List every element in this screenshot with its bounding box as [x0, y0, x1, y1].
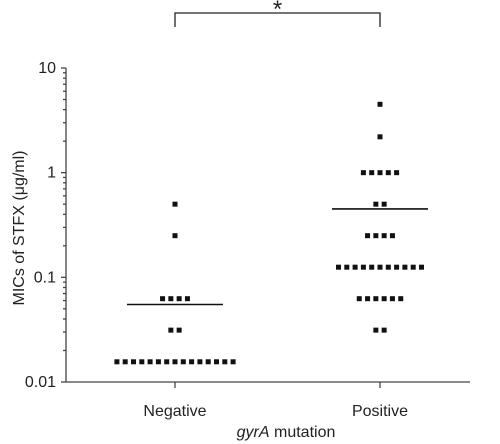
- data-point: [131, 359, 136, 365]
- points: [114, 101, 424, 365]
- data-point: [164, 359, 170, 365]
- data-point: [419, 264, 424, 270]
- data-point: [172, 359, 178, 365]
- data-point: [369, 264, 375, 270]
- data-point: [172, 201, 178, 207]
- data-point: [365, 233, 371, 239]
- data-point: [114, 359, 120, 365]
- data-point: [389, 296, 395, 302]
- data-point: [377, 170, 383, 176]
- data-point: [139, 359, 145, 365]
- data-point: [352, 264, 358, 270]
- data-point: [336, 264, 341, 270]
- data-point: [214, 359, 219, 365]
- data-point: [377, 264, 383, 270]
- data-point: [381, 296, 387, 302]
- data-point: [168, 296, 174, 302]
- data-point: [373, 327, 379, 333]
- data-point: [147, 359, 153, 365]
- y-tick-label: 0.01: [25, 374, 56, 391]
- data-point: [385, 264, 391, 270]
- x-tick-label: Positive: [352, 403, 408, 420]
- data-point: [356, 296, 362, 302]
- data-point: [381, 327, 387, 333]
- data-point: [222, 359, 228, 365]
- data-point: [369, 170, 375, 176]
- data-point: [373, 201, 379, 207]
- data-point: [394, 264, 400, 270]
- x-axis-title-rest: mutation: [270, 424, 336, 441]
- data-point: [176, 296, 182, 302]
- data-point: [365, 296, 371, 302]
- data-point: [155, 359, 161, 365]
- data-point: [360, 170, 366, 176]
- data-point: [373, 233, 379, 239]
- data-point: [381, 201, 387, 207]
- significance-bracket: *: [174, 0, 381, 27]
- x-axis-title: gyrA mutation: [237, 424, 336, 441]
- data-point: [205, 359, 211, 365]
- data-point: [168, 327, 174, 333]
- data-point: [189, 359, 195, 365]
- data-point: [176, 327, 182, 333]
- data-point: [389, 233, 395, 239]
- data-point: [180, 359, 186, 365]
- data-point: [197, 359, 203, 365]
- y-tick-label: 1: [47, 165, 56, 182]
- y-tick-label: 10: [38, 60, 56, 77]
- data-point: [377, 101, 383, 107]
- y-axis-title: MICs of STFX (μg/ml): [11, 151, 28, 306]
- x-tick-label: Negative: [143, 403, 206, 420]
- data-point: [377, 134, 383, 140]
- data-point: [394, 170, 400, 176]
- data-point: [344, 264, 350, 270]
- data-point: [385, 170, 391, 176]
- data-point: [410, 264, 416, 270]
- data-point: [373, 296, 379, 302]
- y-tick-label: 0.1: [34, 269, 56, 286]
- significance-star: *: [273, 0, 282, 23]
- x-axis-title-italic: gyrA: [237, 424, 270, 441]
- data-point: [184, 296, 190, 302]
- data-point: [230, 359, 236, 365]
- data-point: [160, 296, 166, 302]
- data-point: [122, 359, 128, 365]
- data-point: [172, 233, 178, 239]
- axes: 0.01 0.1 1 10 Negative Positive: [25, 60, 470, 420]
- bracket-line: [174, 12, 381, 27]
- data-point: [360, 264, 366, 270]
- data-point: [398, 296, 404, 302]
- data-point: [381, 233, 387, 239]
- medians: [127, 208, 428, 306]
- data-point: [402, 264, 408, 270]
